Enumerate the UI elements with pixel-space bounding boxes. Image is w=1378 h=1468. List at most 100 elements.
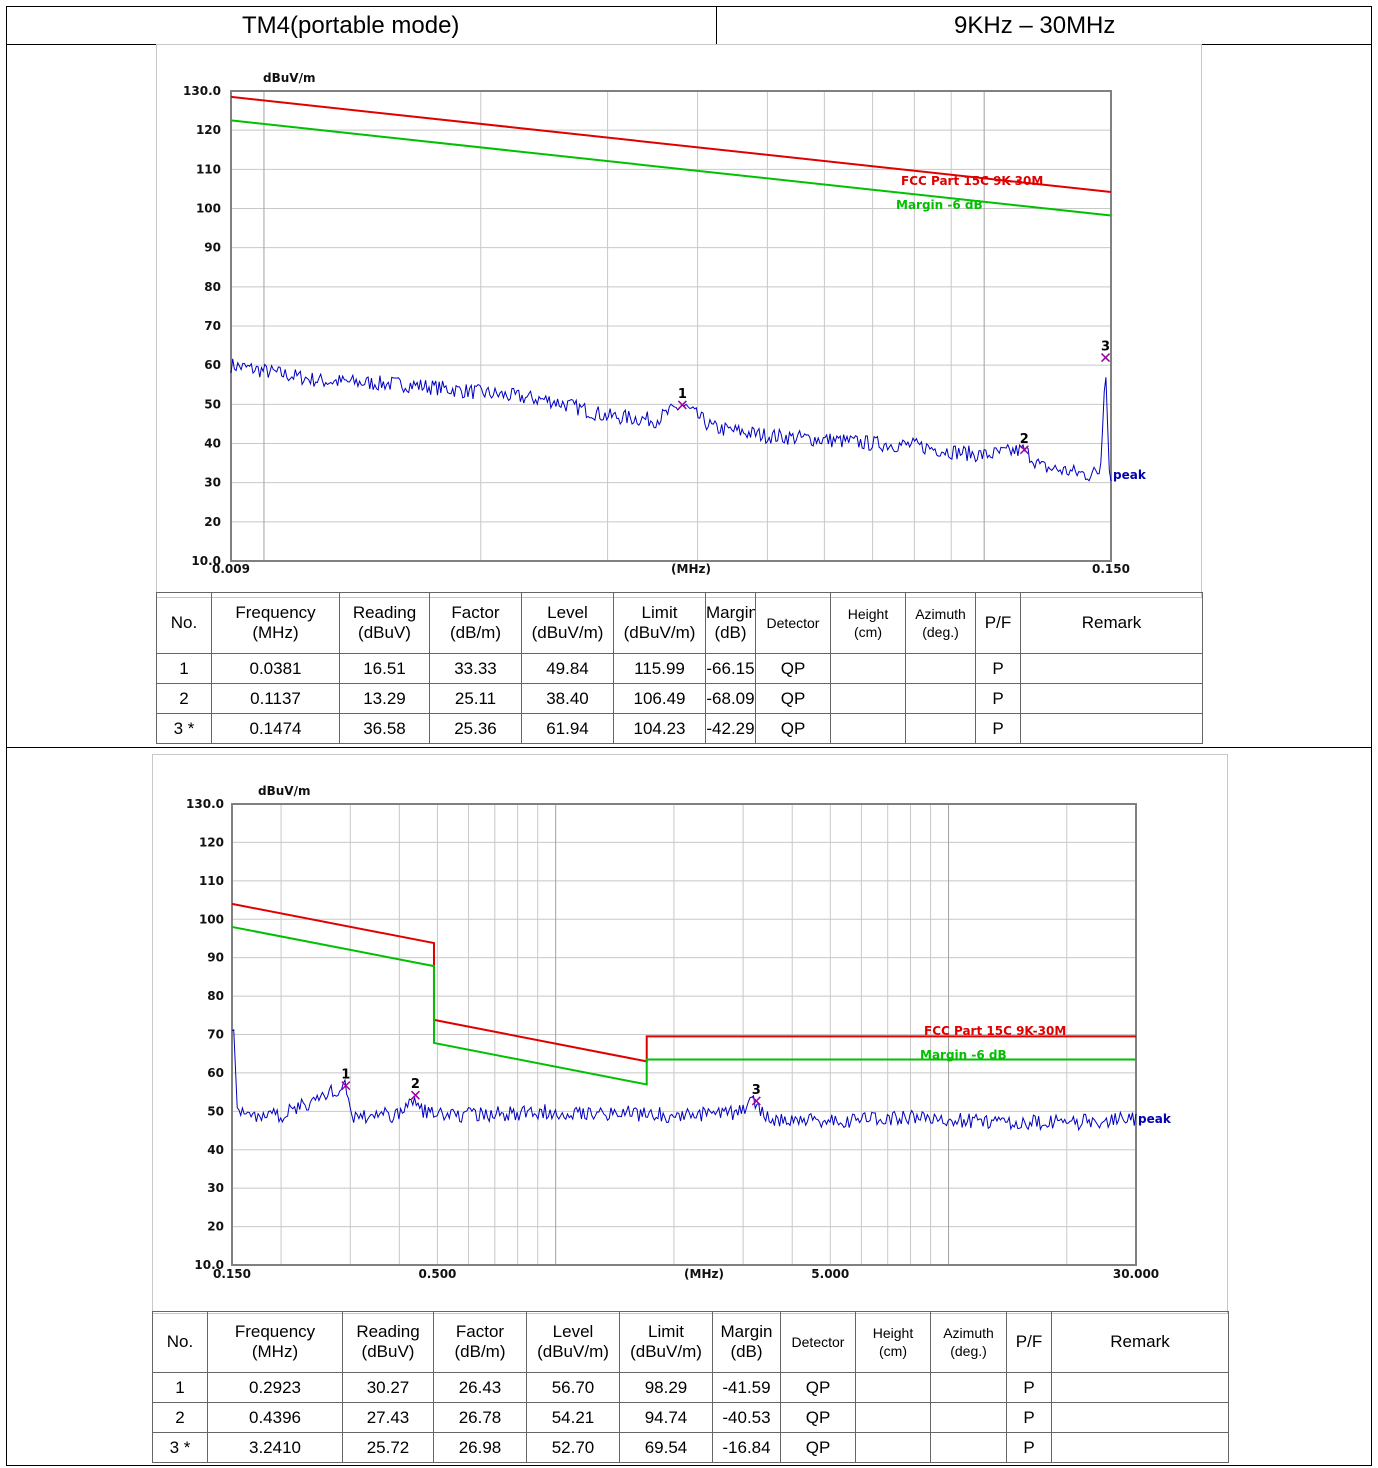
x-tick-label: 0.009 [212, 562, 250, 576]
cell-margin: -16.84 [712, 1432, 781, 1463]
table-row: 1 0.2923 30.27 26.43 56.70 98.29 -41.59 QP P [152, 1372, 1229, 1403]
y-tick-label: 80 [204, 280, 221, 294]
cell-remark [1051, 1402, 1229, 1433]
y-tick-label: 50 [207, 1104, 224, 1118]
cell-azimuth [905, 713, 976, 744]
cell-margin: -40.53 [712, 1402, 781, 1433]
cell-reading: 16.51 [339, 653, 430, 684]
cell-frequency: 3.2410 [207, 1432, 343, 1463]
column-header: Reading (dBuV) [339, 592, 430, 654]
cell-frequency: 0.2923 [207, 1372, 343, 1403]
x-axis-label: (MHz) [684, 1267, 724, 1281]
y-tick-label: 130.0 [183, 84, 221, 98]
cell-azimuth [930, 1372, 1007, 1403]
cell-no: 1 [156, 653, 212, 684]
cell-height [855, 1432, 931, 1463]
y-tick-label: 40 [204, 437, 221, 451]
y-tick-label: 60 [207, 1066, 224, 1080]
cell-pf: P [1006, 1432, 1052, 1463]
margin-legend-label: Margin -6 dB [920, 1048, 1007, 1062]
column-header: Remark [1020, 592, 1203, 654]
y-tick-label: 20 [204, 515, 221, 529]
cell-azimuth [930, 1402, 1007, 1433]
y-tick-label: 50 [204, 397, 221, 411]
column-header: Detector [780, 1311, 856, 1373]
y-tick-label: 130.0 [186, 797, 224, 811]
cell-reading: 27.43 [342, 1402, 434, 1433]
cell-factor: 26.43 [433, 1372, 527, 1403]
cell-remark [1051, 1432, 1229, 1463]
column-header: Level (dBuV/m) [521, 592, 614, 654]
column-header: Azimuth (deg.) [930, 1311, 1007, 1373]
y-tick-label: 100 [199, 912, 224, 926]
x-tick-label: 0.150 [1092, 562, 1130, 576]
cell-margin: -41.59 [712, 1372, 781, 1403]
column-header: P/F [1006, 1311, 1052, 1373]
cell-level: 52.70 [526, 1432, 620, 1463]
cell-pf: P [1006, 1372, 1052, 1403]
cell-level: 49.84 [521, 653, 614, 684]
cell-limit: 94.74 [619, 1402, 713, 1433]
cell-remark [1020, 713, 1203, 744]
column-header: Azimuth (deg.) [905, 592, 976, 654]
y-tick-label: 30 [204, 476, 221, 490]
peak-trace [231, 1029, 1137, 1132]
column-header: Detector [755, 592, 831, 654]
table-row: 3 * 0.1474 36.58 25.36 61.94 104.23 -42.29 QP P [156, 713, 1203, 744]
y-tick-label: 90 [207, 951, 224, 965]
y-tick-label: 110 [196, 162, 221, 176]
x-tick-label: 5.000 [811, 1267, 849, 1281]
cell-no: 1 [152, 1372, 208, 1403]
column-header: No. [156, 592, 212, 654]
table-row: 3 * 3.2410 25.72 26.98 52.70 69.54 -16.84 QP P [152, 1432, 1229, 1463]
table-row: 2 0.1137 13.29 25.11 38.40 106.49 -68.09 QP P [156, 683, 1203, 714]
cell-factor: 25.11 [429, 683, 522, 714]
column-header: Limit (dBuV/m) [619, 1311, 713, 1373]
cell-level: 56.70 [526, 1372, 620, 1403]
marker-cross [677, 400, 687, 410]
cell-detector: QP [755, 713, 831, 744]
column-header: P/F [975, 592, 1021, 654]
cell-reading: 36.58 [339, 713, 430, 744]
y-tick-label: 10.0 [191, 554, 221, 568]
test-mode-cell: TM4(portable mode) [7, 7, 717, 45]
marker-label: 3 [752, 1083, 761, 1098]
table-row: 1 0.0381 16.51 33.33 49.84 115.99 -66.15 QP P [156, 653, 1203, 684]
cell-margin: -68.09 [705, 683, 756, 714]
table-header-row: No. Frequency (MHz) Reading (dBuV) Factor (dB/… [152, 1311, 1229, 1373]
panel-separator [7, 747, 1371, 748]
x-tick-label: 0.150 [213, 1267, 251, 1281]
cell-detector: QP [755, 653, 831, 684]
cell-remark [1051, 1372, 1229, 1403]
cell-limit: 106.49 [613, 683, 706, 714]
marker-cross [1019, 445, 1029, 455]
y-tick-label: 70 [207, 1028, 224, 1042]
cell-no: 3 * [156, 713, 212, 744]
emission-chart-2: 130.0 120 110 100 90 80 70 60 50 40 30 20 10.0 dBuV/m… [186, 784, 1172, 1281]
cell-frequency: 0.4396 [207, 1402, 343, 1433]
x-axis-label: (MHz) [671, 562, 711, 576]
y-tick-label: 90 [204, 241, 221, 255]
cell-azimuth [905, 683, 976, 714]
y-tick-label: 110 [199, 874, 224, 888]
cell-level: 38.40 [521, 683, 614, 714]
cell-factor: 26.78 [433, 1402, 527, 1433]
column-header: Height (cm) [855, 1311, 931, 1373]
cell-frequency: 0.0381 [211, 653, 340, 684]
column-header: Limit (dBuV/m) [613, 592, 706, 654]
y-tick-label: 100 [196, 202, 221, 216]
cell-level: 54.21 [526, 1402, 620, 1433]
column-header: Factor (dB/m) [433, 1311, 527, 1373]
cell-limit: 115.99 [613, 653, 706, 684]
column-header: Level (dBuV/m) [526, 1311, 620, 1373]
margin-legend-label: Margin -6 dB [896, 198, 983, 212]
peak-legend-label: peak [1138, 1112, 1172, 1126]
cell-azimuth [930, 1432, 1007, 1463]
table-header-row: No. Frequency (MHz) Reading (dBuV) Factor (dB/… [156, 592, 1203, 654]
cell-reading: 30.27 [342, 1372, 434, 1403]
marker-label: 2 [1020, 432, 1029, 447]
limit-legend-label: FCC Part 15C 9K-30M [924, 1024, 1066, 1038]
column-header: Factor (dB/m) [429, 592, 522, 654]
plot-frame [231, 803, 1137, 1266]
cell-pf: P [975, 713, 1021, 744]
